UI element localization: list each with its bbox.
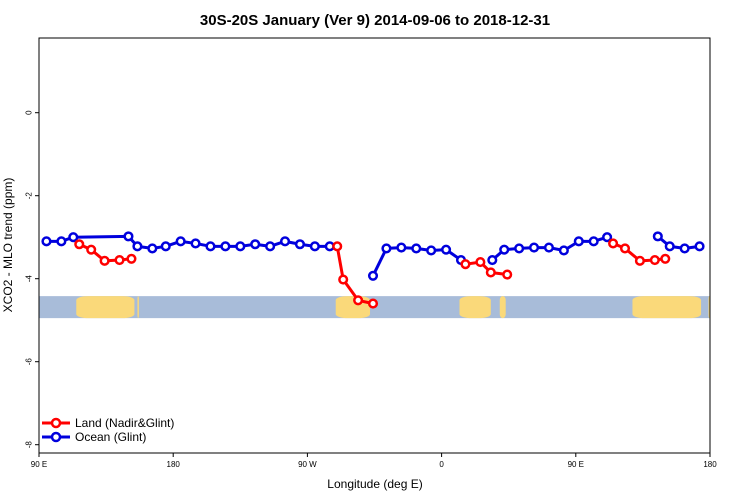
data-point: [573, 236, 584, 247]
data-point: [679, 243, 690, 254]
x-tick-label: 90 W: [298, 460, 317, 469]
data-point: [205, 241, 216, 252]
data-point: [588, 236, 599, 247]
map-strip-land: [459, 296, 491, 319]
x-tick-label: 0: [439, 460, 444, 469]
data-point: [558, 245, 569, 256]
data-point: [190, 238, 201, 249]
data-point: [235, 241, 246, 252]
map-strip-land: [499, 296, 506, 319]
data-point: [41, 236, 52, 247]
data-point: [652, 231, 663, 242]
data-point: [114, 254, 125, 266]
data-point: [502, 269, 513, 280]
x-axis: 90 E 180 90 W 0 90 E 180: [31, 453, 717, 469]
data-point: [660, 253, 671, 264]
data-point: [411, 243, 422, 254]
data-point: [619, 243, 631, 254]
data-point: [694, 241, 705, 252]
map-strip-land: [632, 296, 702, 319]
legend-land-marker: [50, 417, 62, 429]
series-layer: [41, 231, 705, 309]
data-point: [664, 241, 675, 252]
plot-frame: [38, 37, 711, 454]
data-point: [634, 255, 645, 266]
data-point: [338, 274, 349, 285]
series-line: [465, 260, 508, 277]
legend: Land (Nadir&Glint) Ocean (Glint): [42, 416, 174, 444]
data-point: [426, 245, 437, 256]
data-point: [68, 232, 79, 243]
data-point: [649, 254, 660, 266]
map-strip-land: [76, 296, 135, 319]
x-axis-label: Longitude (deg E): [327, 477, 422, 491]
data-point: [602, 232, 613, 243]
legend-land-label: Land (Nadir&Glint): [75, 416, 174, 430]
data-point: [123, 231, 134, 242]
data-point: [160, 241, 171, 252]
data-point: [367, 298, 379, 309]
data-point: [220, 241, 231, 252]
data-point: [126, 253, 137, 264]
data-point: [250, 239, 261, 250]
series-land-nadir-glint-: [74, 238, 671, 309]
data-point: [265, 241, 276, 252]
chart-title: 30S-20S January (Ver 9) 2014-09-06 to 20…: [200, 12, 550, 29]
data-point: [294, 239, 305, 250]
y-tick-label: -6: [25, 358, 34, 366]
data-point: [475, 257, 486, 268]
data-point: [487, 254, 498, 266]
data-point: [56, 236, 67, 247]
data-point: [279, 236, 291, 247]
data-point: [367, 270, 379, 281]
y-axis-label: XCO2 - MLO trend (ppm): [1, 178, 15, 313]
data-point: [99, 255, 110, 266]
data-point: [499, 244, 510, 255]
x-tick-label: 90 E: [568, 460, 584, 469]
series-line: [335, 246, 374, 306]
data-point: [608, 238, 619, 249]
data-point: [381, 243, 392, 254]
x-tick-label: 180: [167, 460, 181, 469]
y-tick-label: 0: [25, 110, 34, 115]
data-point: [543, 242, 555, 253]
data-point: [86, 244, 97, 255]
data-point: [485, 267, 496, 278]
legend-ocean-marker: [50, 431, 62, 443]
y-axis: 0 -2 -4 -6 -8: [25, 110, 39, 449]
data-point: [514, 243, 525, 254]
x-tick-label: 90 E: [31, 460, 47, 469]
data-point: [441, 244, 452, 255]
series-line: [656, 235, 700, 250]
x-tick-label: 180: [703, 460, 717, 469]
y-tick-label: -4: [25, 275, 34, 283]
data-point: [132, 241, 143, 252]
data-point: [147, 243, 158, 254]
data-point: [528, 242, 540, 253]
data-point: [396, 242, 407, 253]
data-point: [74, 239, 85, 250]
data-point: [460, 259, 471, 270]
data-point: [332, 241, 343, 252]
series-ocean-glint-: [41, 231, 705, 281]
legend-ocean-label: Ocean (Glint): [75, 430, 146, 444]
map-strip-land: [137, 296, 139, 319]
y-tick-label: -2: [25, 192, 34, 200]
map-strip-land: [335, 296, 371, 319]
y-tick-label: -8: [25, 441, 34, 449]
data-point: [175, 236, 186, 247]
data-point: [353, 295, 364, 306]
data-point: [309, 241, 320, 252]
